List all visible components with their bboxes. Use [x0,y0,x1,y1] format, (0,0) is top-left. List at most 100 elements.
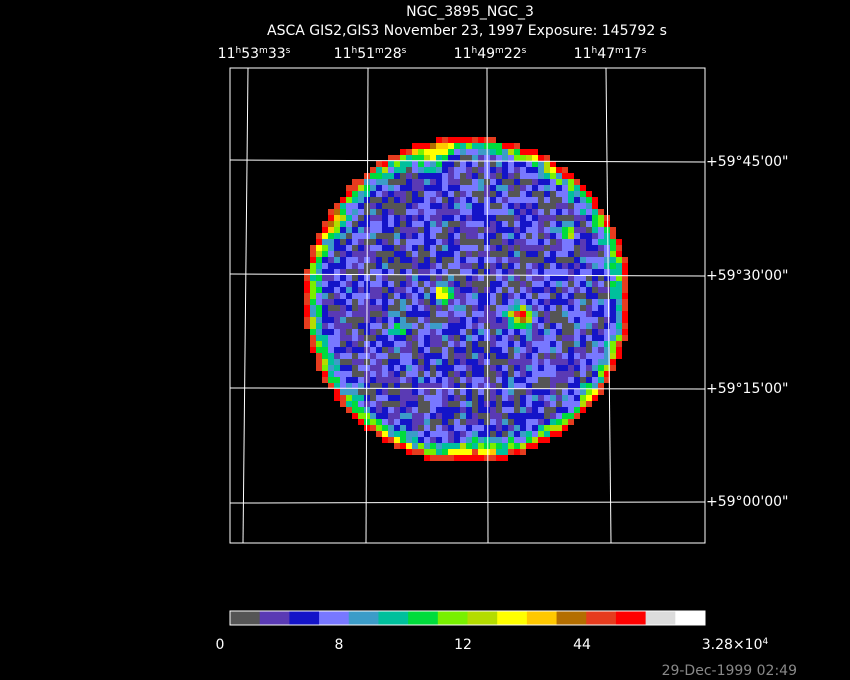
dec-line [229,387,706,390]
pixel [562,395,568,401]
pixel [448,191,454,197]
pixel [580,389,586,395]
pixel [622,335,628,341]
pixel [556,377,562,383]
pixel [538,269,544,275]
pixel [502,305,508,311]
pixel [604,353,610,359]
pixel [550,407,556,413]
pixel [526,179,532,185]
pixel [400,167,406,173]
pixel [556,365,562,371]
pixel [382,269,388,275]
pixel [538,383,544,389]
pixel [388,173,394,179]
pixel [478,377,484,383]
pixel [508,221,514,227]
pixel [436,431,442,437]
pixel [580,203,586,209]
pixel [598,299,604,305]
pixel [610,239,616,245]
pixel [556,287,562,293]
pixel [400,311,406,317]
pixel [526,245,532,251]
pixel [328,329,334,335]
pixel [496,443,502,449]
pixel [544,191,550,197]
pixel [604,377,610,383]
pixel [496,323,502,329]
pixel [604,227,610,233]
pixel [466,287,472,293]
pixel [466,305,472,311]
pixel [430,443,436,449]
pixel [472,425,478,431]
pixel [448,341,454,347]
pixel [370,323,376,329]
pixel [538,431,544,437]
pixel [568,395,574,401]
pixel [604,269,610,275]
pixel [514,227,520,233]
pixel [352,371,358,377]
pixel [412,299,418,305]
pixel [394,431,400,437]
pixel [478,431,484,437]
pixel [448,263,454,269]
pixel [376,161,382,167]
text-part: h [471,46,477,56]
pixel [478,155,484,161]
pixel [514,305,520,311]
pixel [412,209,418,215]
pixel [526,305,532,311]
pixel [604,293,610,299]
pixel [472,443,478,449]
pixel [520,353,526,359]
pixel [574,221,580,227]
pixel [388,239,394,245]
pixel [490,191,496,197]
pixel [592,335,598,341]
pixel [502,257,508,263]
pixel [520,161,526,167]
pixel [400,191,406,197]
pixel [406,149,412,155]
pixel [520,245,526,251]
pixel [418,149,424,155]
pixel [382,311,388,317]
pixel [466,215,472,221]
pixel [400,329,406,335]
pixel [328,245,334,251]
pixel [502,449,508,455]
pixel [556,251,562,257]
pixel [376,263,382,269]
pixel [478,179,484,185]
pixel [496,305,502,311]
pixel [598,323,604,329]
pixel [382,437,388,443]
pixel [592,269,598,275]
pixel [334,239,340,245]
pixel [442,257,448,263]
pixel [622,293,628,299]
pixel [442,455,448,461]
pixel [328,209,334,215]
pixel [346,239,352,245]
pixel [334,299,340,305]
pixel [574,377,580,383]
pixel [340,395,346,401]
pixel [454,443,460,449]
pixel [358,371,364,377]
pixel [430,431,436,437]
text-part: 8 [335,637,344,653]
pixel [358,185,364,191]
pixel [568,179,574,185]
pixel [478,305,484,311]
pixel [466,221,472,227]
pixel [526,227,532,233]
pixel [532,245,538,251]
pixel [418,401,424,407]
ra-label: 11h53m33s [218,46,291,62]
pixel [520,263,526,269]
